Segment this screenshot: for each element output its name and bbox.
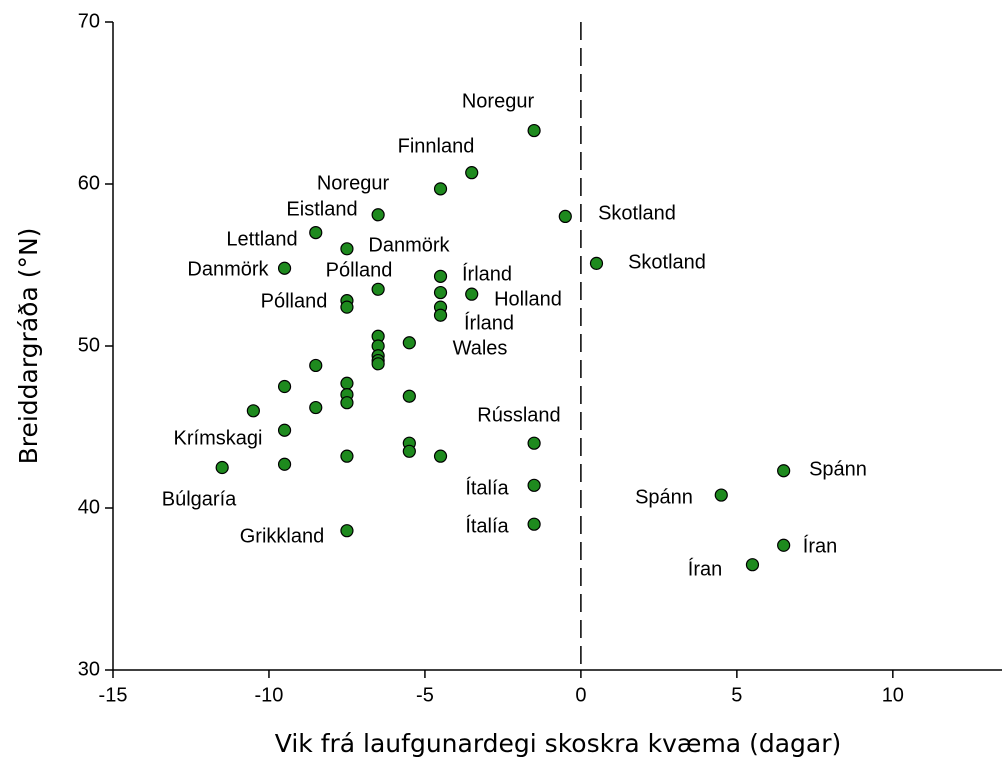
annotation: Búlgaría [162, 488, 237, 510]
point [433, 182, 448, 196]
x-tick-label: 0 [575, 684, 586, 706]
point [371, 282, 385, 296]
point [433, 449, 448, 463]
annotation: Íran [688, 557, 722, 580]
annotation: Danmörk [187, 258, 269, 280]
annotation: Krímskagi [174, 427, 263, 449]
annotation: Írland [462, 262, 512, 285]
point [340, 449, 354, 463]
y-tick-label: 70 [78, 10, 100, 32]
x-axis-title: Vik frá laufgunardegi skoskra kvæma (dag… [275, 729, 841, 758]
y-tick-label: 50 [78, 334, 100, 356]
point [309, 400, 323, 415]
annotation: Skotland [628, 251, 706, 273]
point [527, 123, 541, 138]
point [215, 460, 229, 475]
annotation: Eistland [286, 198, 357, 220]
point [402, 389, 416, 403]
annotation: Ítalía [465, 514, 509, 537]
annotation: Íran [803, 534, 837, 557]
point [309, 358, 323, 373]
annotation: Rússland [477, 404, 560, 426]
point [527, 478, 541, 492]
annotation: Spánn [809, 458, 867, 480]
x-tick-label: -15 [99, 684, 128, 706]
point [246, 404, 260, 418]
point [340, 524, 354, 538]
point [371, 357, 385, 371]
point [340, 396, 354, 410]
point [277, 261, 292, 275]
x-tick-label: -5 [416, 684, 434, 706]
point [558, 209, 572, 223]
point [277, 457, 292, 471]
point [465, 287, 479, 301]
point [465, 166, 479, 180]
x-tick-label: 10 [882, 684, 904, 706]
annotation: Lettland [226, 228, 297, 250]
point [277, 379, 292, 394]
point [309, 226, 323, 240]
y-axis-title: Breiddargráða (°N) [14, 228, 43, 465]
annotation: Pólland [261, 290, 328, 312]
point [777, 538, 791, 552]
annotation: Skotland [598, 202, 676, 224]
annotation: Noregur [462, 90, 535, 112]
point [433, 285, 448, 300]
annotation: Danmörk [368, 234, 450, 256]
point [714, 488, 728, 502]
point [340, 300, 354, 314]
x-tick-label: -10 [255, 684, 284, 706]
annotation: Spánn [635, 486, 693, 508]
point [527, 436, 541, 450]
point [340, 242, 354, 256]
annotation: Holland [494, 288, 562, 310]
annotation: Finnland [398, 135, 475, 157]
annotation: Írland [464, 311, 514, 334]
point [402, 444, 416, 458]
point [277, 423, 292, 437]
annotation: Wales [453, 337, 508, 359]
annotation: Noregur [317, 172, 390, 194]
y-tick-label: 60 [78, 172, 100, 194]
point [371, 208, 385, 222]
point [589, 256, 604, 270]
point [433, 269, 448, 283]
annotation: Pólland [326, 259, 393, 281]
annotation: Grikkland [240, 525, 324, 547]
point [777, 464, 791, 478]
point [745, 558, 760, 572]
point [433, 308, 448, 322]
y-tick-label: 40 [78, 496, 100, 518]
point [340, 376, 354, 390]
annotation: Ítalía [465, 476, 509, 499]
point [527, 517, 541, 531]
x-tick-label: 5 [731, 684, 742, 706]
y-tick-label: 30 [78, 658, 100, 680]
point [402, 336, 416, 350]
